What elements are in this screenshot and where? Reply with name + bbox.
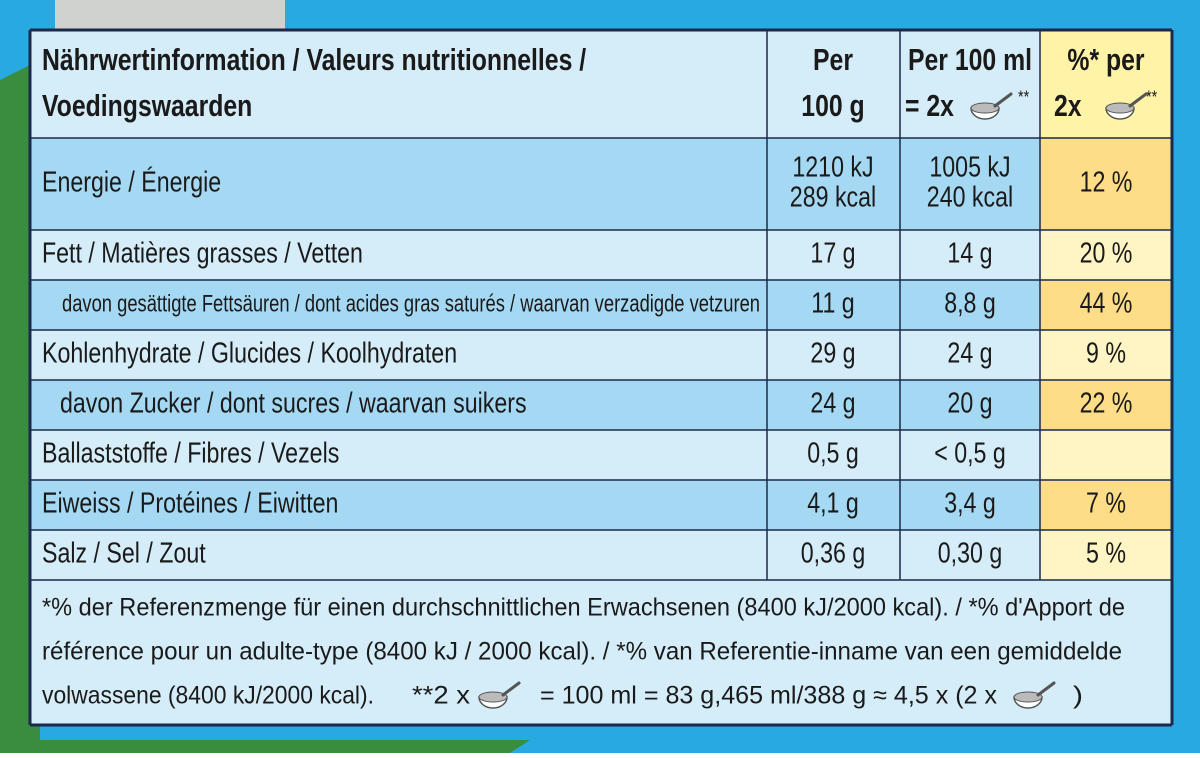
nutrient-name: Eiweiss / Protéines / Eiwitten [42, 486, 338, 519]
nutrient-name: Kohlenhydrate / Glucides / Koolhydraten [42, 336, 457, 369]
value-text: 240 kcal [927, 180, 1013, 213]
nutrient-name: davon gesättigte Fettsäuren / dont acide… [62, 290, 760, 317]
value-text: 20 g [947, 386, 992, 419]
value-text: 20 % [1080, 236, 1133, 269]
percent-bg [1040, 430, 1172, 480]
value-text: 29 g [810, 336, 855, 369]
value-text: 289 kcal [790, 180, 876, 213]
footnote-text: volwassene (8400 kJ/2000 kcal). [42, 682, 374, 710]
row-bg [30, 230, 1040, 280]
value-text: 0,30 g [938, 536, 1002, 569]
footnote-bg [30, 580, 1172, 725]
value-text: 14 g [947, 236, 992, 269]
nutrient-name: Energie / Énergie [42, 165, 221, 198]
header-text: Voedingswaarden [42, 89, 252, 123]
value-text: 4,1 g [807, 486, 859, 519]
percent-bg [1040, 280, 1172, 330]
nutrient-name: davon Zucker / dont sucres / waarvan sui… [60, 386, 527, 419]
percent-bg [1040, 480, 1172, 530]
value-text: 7 % [1086, 486, 1126, 519]
header-text: Per [813, 43, 853, 77]
row-bg [30, 138, 1040, 230]
header-text: ** [1018, 87, 1030, 107]
header-text: 2x [1054, 89, 1082, 123]
value-text: 0,36 g [801, 536, 865, 569]
percent-bg [1040, 138, 1172, 230]
footnote-text: *% der Referenzmenge für einen durchschn… [42, 594, 1125, 622]
value-text: 3,4 g [944, 486, 996, 519]
footnote-text: ) [1073, 682, 1083, 710]
value-text: 11 g [811, 286, 854, 319]
value-text: 9 % [1086, 336, 1126, 369]
value-text: 24 g [810, 386, 855, 419]
row-bg [30, 430, 1040, 480]
header-text: ** [1146, 87, 1158, 107]
row-bg [30, 480, 1040, 530]
photo-strip [55, 0, 285, 32]
header-cell [30, 30, 1040, 138]
value-text: 24 g [947, 336, 992, 369]
footnote-text: **2 x [412, 682, 471, 710]
header-text: %* per [1067, 43, 1144, 77]
value-text: 0,5 g [807, 436, 859, 469]
value-text: 5 % [1086, 536, 1126, 569]
footnote-text: référence pour un adulte-type (8400 kJ /… [42, 638, 1122, 666]
value-text: < 0,5 g [934, 436, 1006, 469]
header-text: = 2x [905, 89, 954, 123]
header-text: Per 100 ml [908, 43, 1032, 77]
percent-bg [1040, 380, 1172, 430]
nutrient-name: Fett / Matières grasses / Vetten [42, 236, 363, 269]
nutrient-name: Salz / Sel / Zout [42, 536, 206, 569]
value-text: 8,8 g [944, 286, 996, 319]
value-text: 1210 kJ [792, 150, 873, 183]
value-text: 22 % [1080, 386, 1133, 419]
header-text: 100 g [801, 89, 864, 123]
value-text: 12 % [1080, 165, 1133, 198]
percent-bg [1040, 330, 1172, 380]
value-text: 17 g [810, 236, 855, 269]
nutrient-name: Ballaststoffe / Fibres / Vezels [42, 436, 339, 469]
header-text: Nährwertinformation / Valeurs nutritionn… [42, 43, 586, 77]
header-cell [1040, 30, 1172, 138]
row-bg [30, 330, 1040, 380]
row-bg [30, 380, 1040, 430]
row-bg [30, 530, 1040, 580]
row-bg [30, 280, 1040, 330]
value-text: 1005 kJ [929, 150, 1010, 183]
value-text: 44 % [1080, 286, 1133, 319]
footnote-text: = 100 ml = 83 g,465 ml/388 g ≈ 4,5 x (2 … [540, 682, 997, 710]
percent-bg [1040, 230, 1172, 280]
percent-bg [1040, 530, 1172, 580]
